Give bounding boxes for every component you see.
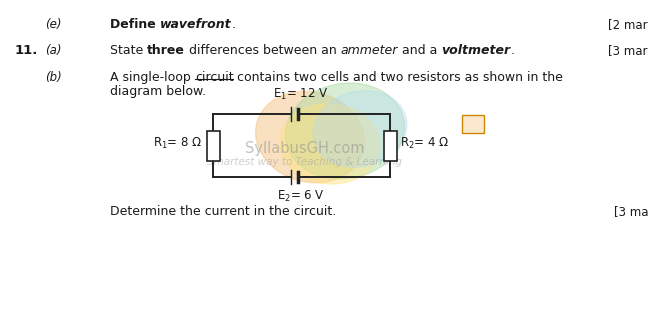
Bar bbox=[383, 131, 397, 161]
Text: contains two cells and two resistors as shown in the: contains two cells and two resistors as … bbox=[234, 71, 563, 84]
Text: voltmeter: voltmeter bbox=[442, 44, 511, 57]
Text: [2 mar: [2 mar bbox=[609, 18, 648, 31]
Bar bbox=[462, 115, 484, 133]
Text: Determine the current in the circuit.: Determine the current in the circuit. bbox=[110, 205, 336, 218]
Text: $\mathregular{E_2}$= 6 V: $\mathregular{E_2}$= 6 V bbox=[277, 189, 325, 204]
Text: Define: Define bbox=[110, 18, 160, 31]
Text: SyllabusGH.com: SyllabusGH.com bbox=[246, 141, 365, 157]
Text: (a): (a) bbox=[45, 44, 61, 57]
Text: State: State bbox=[110, 44, 147, 57]
Text: circuit: circuit bbox=[195, 71, 234, 84]
Text: .: . bbox=[232, 18, 236, 31]
Text: [3 ma: [3 ma bbox=[614, 205, 648, 218]
Text: differences between an: differences between an bbox=[185, 44, 341, 57]
Text: .: . bbox=[511, 44, 515, 57]
Text: (b): (b) bbox=[45, 71, 62, 84]
Ellipse shape bbox=[280, 104, 380, 184]
Text: $\mathregular{E_1}$= 12 V: $\mathregular{E_1}$= 12 V bbox=[273, 87, 328, 102]
Text: and a: and a bbox=[398, 44, 442, 57]
Text: wavefront: wavefront bbox=[160, 18, 232, 31]
Ellipse shape bbox=[255, 91, 364, 183]
Ellipse shape bbox=[313, 91, 407, 167]
Bar bbox=[207, 131, 220, 161]
Text: $\mathregular{R_2}$= 4 Ω: $\mathregular{R_2}$= 4 Ω bbox=[401, 136, 449, 151]
Text: A single-loop: A single-loop bbox=[110, 71, 195, 84]
Text: [3 mar: [3 mar bbox=[609, 44, 648, 57]
Text: 11.: 11. bbox=[15, 44, 38, 57]
Text: diagram below.: diagram below. bbox=[110, 85, 206, 98]
Ellipse shape bbox=[285, 83, 405, 179]
Text: three: three bbox=[147, 44, 185, 57]
Text: $\mathregular{R_1}$= 8 Ω: $\mathregular{R_1}$= 8 Ω bbox=[153, 136, 203, 151]
Text: Smartest way to Teaching & Learning: Smartest way to Teaching & Learning bbox=[207, 157, 403, 167]
Text: (e): (e) bbox=[45, 18, 61, 31]
Text: ammeter: ammeter bbox=[341, 44, 398, 57]
